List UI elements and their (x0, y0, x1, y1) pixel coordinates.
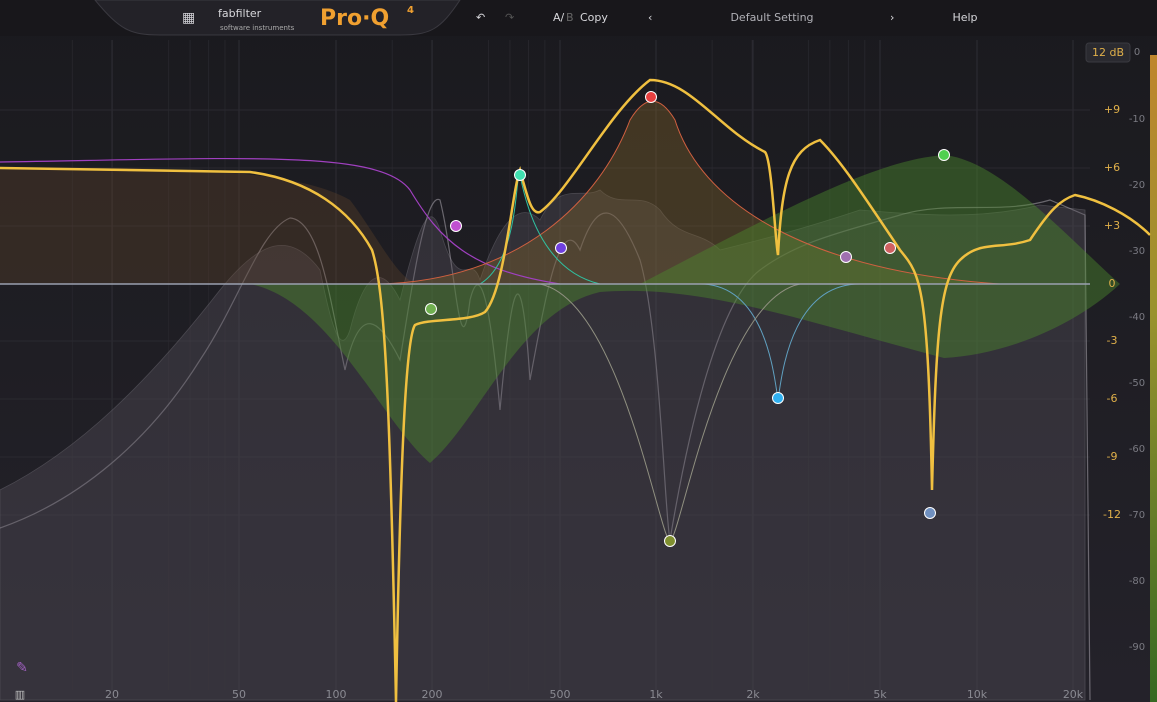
gain-label: +6 (1104, 161, 1120, 174)
gain-label: +3 (1104, 219, 1120, 232)
copy-button[interactable]: Copy (580, 11, 608, 24)
analyzer-pre (0, 199, 1091, 701)
band-area-peak (380, 101, 1000, 284)
tagline: software instruments (220, 24, 295, 32)
freq-label: 5k (873, 688, 887, 701)
freq-label: 200 (422, 688, 443, 701)
freq-label: 500 (550, 688, 571, 701)
gain-label: -9 (1107, 450, 1118, 463)
gain-label: 0 (1109, 277, 1116, 290)
range-label[interactable]: 12 dB (1092, 46, 1124, 59)
freq-label: 1k (649, 688, 663, 701)
freq-label: 100 (326, 688, 347, 701)
band-curve (379, 100, 1001, 285)
prev-preset[interactable]: ‹ (648, 11, 652, 24)
analyzer-label: -70 (1129, 510, 1145, 521)
next-preset[interactable]: › (890, 11, 894, 24)
analyzer-post (0, 189, 1086, 701)
logo-icon: ▦ (182, 10, 195, 26)
help-button[interactable]: Help (952, 11, 977, 24)
band-node[interactable] (938, 149, 950, 161)
band-node[interactable] (664, 535, 676, 547)
analyzer-label: -10 (1129, 114, 1145, 125)
analyzer-label: -30 (1129, 246, 1145, 257)
freq-label: 10k (967, 688, 988, 701)
band-curve (0, 157, 561, 285)
freq-label: 20 (105, 688, 119, 701)
band-node[interactable] (772, 392, 784, 404)
version: 4 (407, 5, 414, 16)
product: Pro·Q (320, 6, 389, 31)
analyzer-label: 0 (1134, 47, 1140, 58)
band-node[interactable] (840, 251, 852, 263)
analyzer-label: -50 (1129, 378, 1145, 389)
axis-labels: 20 50 100 200 500 1k 2k 5k 10k 20k +9 +6 +3 0 -3 -6 -9 -1… (105, 47, 1145, 701)
draw-tool[interactable]: ✎ (16, 660, 28, 676)
band-node[interactable] (450, 220, 462, 232)
freq-label: 50 (232, 688, 246, 701)
band-node[interactable] (924, 507, 936, 519)
band-node[interactable] (645, 91, 657, 103)
gain-label: -6 (1107, 392, 1118, 405)
piano-button[interactable]: ▥ (15, 688, 25, 701)
analyzer-label: -60 (1129, 444, 1145, 455)
band-node[interactable] (514, 169, 526, 181)
freq-label: 20k (1063, 688, 1084, 701)
analyzer-label: -40 (1129, 312, 1145, 323)
band-nodes (425, 91, 950, 547)
band-area-cut (250, 155, 1120, 463)
band-node[interactable] (555, 242, 567, 254)
band-area-lowshelf (0, 167, 420, 284)
gain-label: -3 (1107, 334, 1118, 347)
logo-plate (94, 0, 461, 36)
analyzer-label: -80 (1129, 576, 1145, 587)
ab-b[interactable]: B (566, 11, 574, 24)
preset-name[interactable]: Default Setting (730, 11, 813, 24)
range-button[interactable] (1085, 42, 1131, 63)
gain-label: -12 (1103, 508, 1121, 521)
ab-a[interactable]: A/ (553, 11, 565, 24)
band-node[interactable] (425, 303, 437, 315)
analyzer-label: -90 (1129, 642, 1145, 653)
gain-label: +9 (1104, 103, 1120, 116)
redo[interactable]: ↷ (505, 11, 514, 24)
band-node[interactable] (884, 242, 896, 254)
level-meter (1150, 55, 1157, 702)
analyzer-label: -20 (1129, 180, 1145, 191)
freq-label: 2k (746, 688, 760, 701)
brand: fabfilter (218, 7, 262, 20)
undo[interactable]: ↶ (476, 11, 485, 24)
